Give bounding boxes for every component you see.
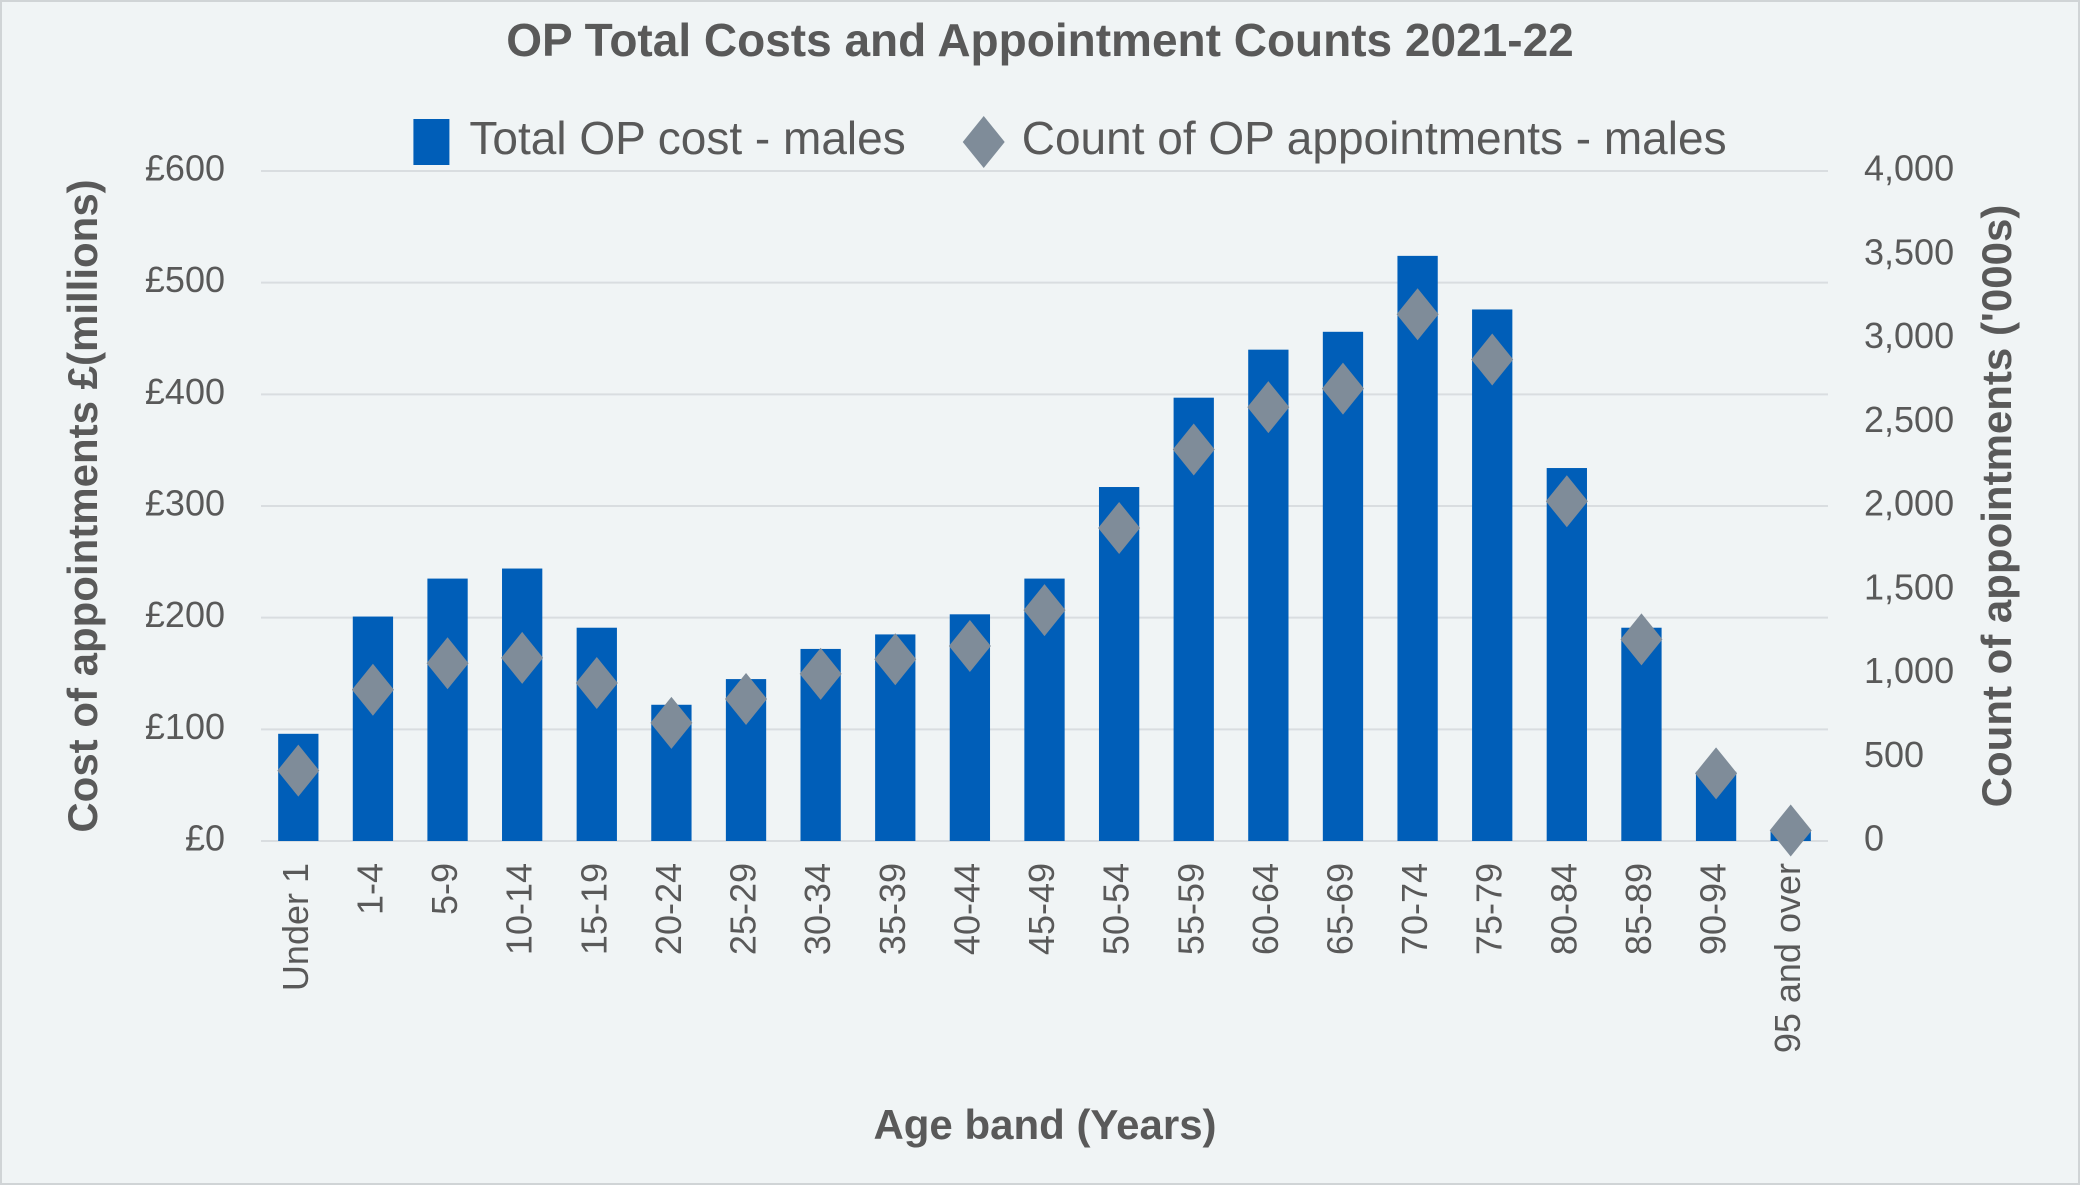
diamond-marker <box>501 631 544 684</box>
x-tick-label: 5-9 <box>424 863 465 915</box>
diamond-marker <box>351 663 394 716</box>
x-tick-label: Under 1 <box>275 863 316 991</box>
y2-tick-label: 500 <box>1864 734 1924 775</box>
x-axis-title: Age band (Years) <box>873 1101 1216 1148</box>
y-tick-label: £400 <box>145 371 225 412</box>
bar <box>352 616 394 841</box>
y-tick-label: £300 <box>145 483 225 524</box>
diamond-marker <box>874 633 917 686</box>
diamond-marker <box>1545 475 1588 528</box>
x-tick-label: 50-54 <box>1096 863 1137 955</box>
y-tick-label: £100 <box>145 706 225 747</box>
x-tick-label: 20-24 <box>648 863 689 955</box>
y2-tick-label: 4,000 <box>1864 148 1954 189</box>
diamond-marker <box>799 647 842 700</box>
diamond-marker <box>1023 584 1066 637</box>
y2-tick-label: 2,500 <box>1864 399 1954 440</box>
bar <box>427 578 468 841</box>
y2-axis-title: Count of appointments ('000s) <box>1973 205 2020 808</box>
x-tick-label: 55-59 <box>1170 863 1211 955</box>
legend-label: Total OP cost - males <box>469 112 905 164</box>
bar <box>1546 468 1587 841</box>
bar <box>1322 331 1364 841</box>
x-tick-label: 90-94 <box>1693 863 1734 955</box>
diamond-marker <box>1695 747 1738 800</box>
y2-tick-label: 3,000 <box>1864 315 1954 356</box>
y-tick-label: £600 <box>145 148 225 189</box>
x-tick-label: 85-89 <box>1618 863 1659 955</box>
diamond-marker <box>1471 333 1514 386</box>
x-tick-label: 45-49 <box>1021 863 1062 955</box>
legend-label: Count of OP appointments - males <box>1022 112 1727 164</box>
diamond-marker <box>1247 381 1290 434</box>
x-tick-label: 70-74 <box>1394 863 1435 955</box>
bar <box>502 568 543 841</box>
x-tick-label: 40-44 <box>946 863 987 955</box>
x-tick-label: 30-34 <box>797 863 838 955</box>
x-tick-label: 65-69 <box>1319 863 1360 955</box>
x-tick-label: 15-19 <box>573 863 614 955</box>
y2-tick-label: 2,000 <box>1864 483 1954 524</box>
x-tick-label: 1-4 <box>349 863 390 915</box>
diamond-marker <box>1620 613 1663 666</box>
y-axis-title: Cost of appointments £(millions) <box>59 179 106 832</box>
y-tick-label: £200 <box>145 594 225 635</box>
diamond-marker <box>1172 423 1215 476</box>
y2-tick-label: 1,500 <box>1864 566 1954 607</box>
diamond-marker <box>725 672 768 725</box>
legend-marker <box>962 116 1005 168</box>
diamond-marker <box>650 696 693 749</box>
y2-tick-label: 0 <box>1864 818 1884 859</box>
x-tick-label: 25-29 <box>723 863 764 955</box>
diamond-marker <box>1321 362 1364 415</box>
diamond-marker <box>1098 501 1141 554</box>
y-tick-label: £500 <box>145 259 225 300</box>
y-tick-label: £0 <box>185 818 225 859</box>
diamond-marker <box>575 657 618 710</box>
bar <box>1472 309 1513 841</box>
x-tick-label: 10-14 <box>499 863 540 955</box>
diamond-marker <box>1769 804 1812 857</box>
x-tick-label: 75-79 <box>1469 863 1510 955</box>
y2-tick-label: 3,500 <box>1864 231 1954 272</box>
legend-marker <box>413 119 450 165</box>
x-tick-label: 35-39 <box>872 863 913 955</box>
diamond-marker <box>277 744 320 797</box>
bar <box>1397 255 1438 841</box>
diamond-marker <box>426 637 469 690</box>
x-tick-label: 80-84 <box>1543 863 1584 955</box>
x-tick-label: 60-64 <box>1245 863 1286 955</box>
x-tick-label: 95 and over <box>1767 863 1808 1053</box>
diamond-marker <box>948 620 991 673</box>
diamond-marker <box>1396 288 1439 341</box>
chart-title: OP Total Costs and Appointment Counts 20… <box>506 14 1574 66</box>
y2-tick-label: 1,000 <box>1864 650 1954 691</box>
